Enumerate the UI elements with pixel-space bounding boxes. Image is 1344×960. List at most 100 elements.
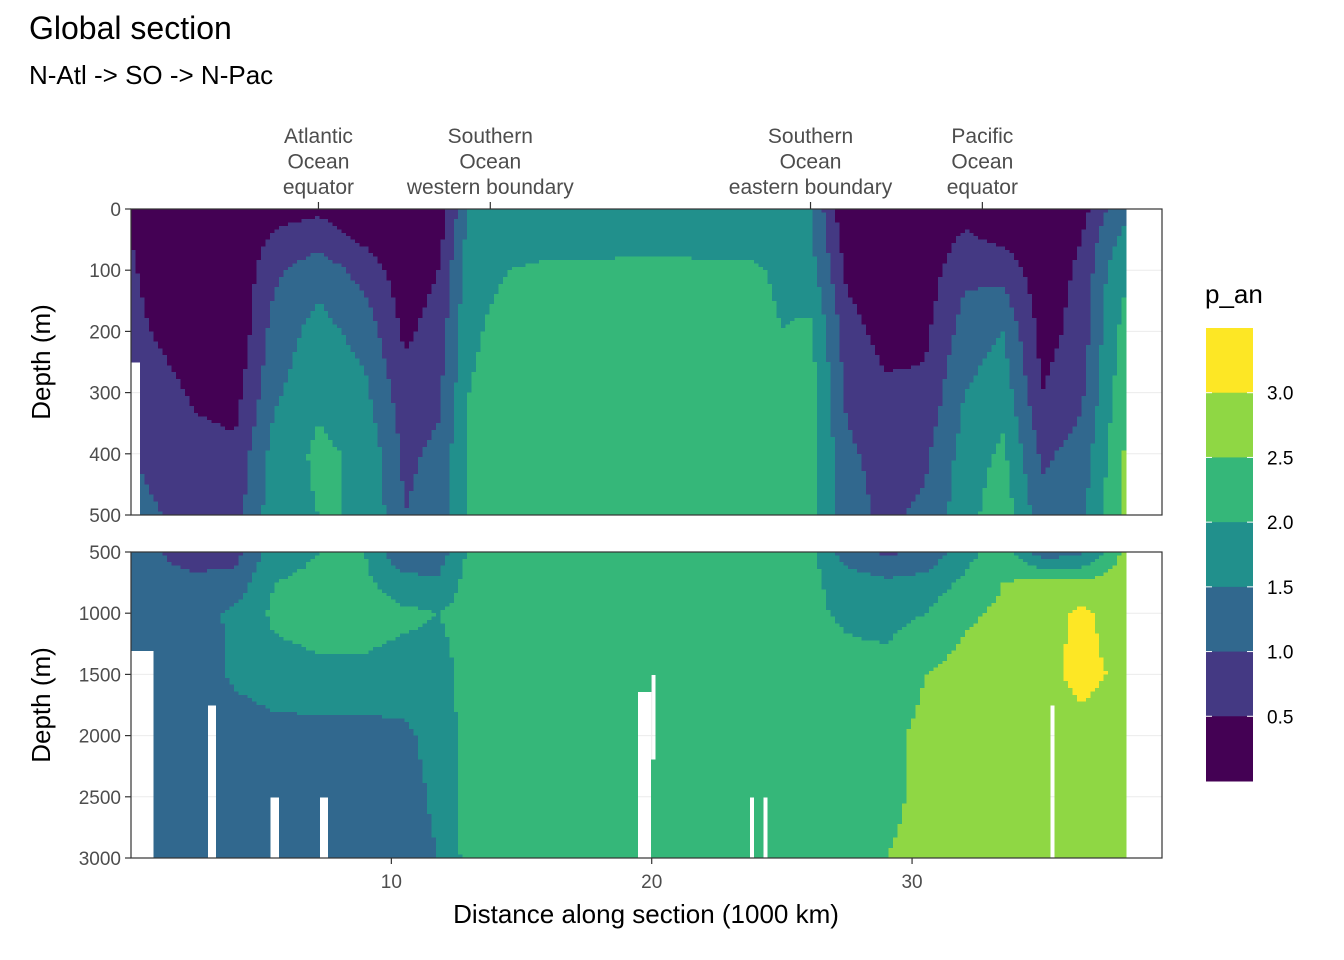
contour-cell	[301, 643, 383, 648]
contour-cell	[216, 810, 271, 815]
contour-cell	[395, 402, 441, 407]
contour-cell	[1018, 419, 1033, 424]
y-axis-title: Depth (m)	[26, 304, 56, 420]
contour-cell	[180, 379, 244, 383]
contour-cell	[225, 426, 235, 431]
contour-cell	[1067, 633, 1100, 638]
contour-cell	[265, 487, 311, 492]
contour-cell	[852, 430, 934, 434]
contour-cell	[902, 817, 1051, 822]
contour-cell	[247, 348, 267, 353]
contour-cell	[269, 620, 428, 624]
contour-cell	[144, 297, 253, 302]
contour-cell	[153, 728, 208, 733]
contour-cell	[467, 450, 818, 455]
contour-cell	[458, 793, 639, 798]
contour-cell	[458, 314, 486, 319]
contour-cell	[964, 396, 1015, 400]
contour-cell	[1032, 426, 1073, 431]
contour-cell	[386, 358, 446, 363]
contour-cell	[467, 392, 818, 397]
contour-cell	[655, 752, 908, 757]
contour-cell	[1036, 331, 1064, 336]
contour-cell	[821, 307, 836, 312]
contour-cell	[834, 494, 872, 499]
contour-cell	[946, 501, 984, 506]
contour-cell	[1076, 246, 1096, 251]
contour-cell	[247, 355, 267, 360]
contour-cell	[368, 297, 397, 302]
contour-cell	[444, 219, 455, 224]
contour-cell	[435, 273, 450, 278]
contour-cell	[906, 800, 1051, 805]
contour-cell	[839, 338, 872, 343]
contour-cell	[211, 419, 240, 424]
contour-cell	[1027, 501, 1087, 506]
region-label: Ocean	[780, 151, 842, 174]
contour-cell	[776, 304, 822, 309]
contour-cell	[1108, 450, 1123, 455]
contour-cell	[1032, 304, 1069, 309]
contour-cell	[910, 504, 948, 509]
contour-cell	[830, 409, 845, 414]
contour-cell	[382, 494, 406, 499]
contour-cell	[131, 226, 280, 230]
contour-cell	[650, 807, 751, 811]
contour-cell	[1103, 664, 1127, 669]
contour-cell	[422, 453, 450, 458]
contour-cell	[139, 392, 186, 397]
contour-cell	[834, 498, 872, 502]
contour-cell	[937, 416, 961, 421]
contour-cell	[162, 511, 244, 516]
contour-cell	[153, 800, 208, 805]
contour-cell	[247, 365, 262, 370]
contour-cell	[1103, 487, 1123, 492]
contour-cell	[131, 260, 137, 264]
contour-cell	[1023, 368, 1042, 373]
contour-cell	[1081, 232, 1100, 237]
contour-cell	[830, 609, 930, 614]
contour-cell	[449, 311, 459, 315]
contour-cell	[1112, 416, 1127, 421]
contour-cell	[1108, 470, 1123, 475]
contour-cell	[785, 324, 813, 329]
contour-cell	[278, 834, 320, 839]
contour-cell	[1099, 239, 1118, 244]
contour-cell	[650, 837, 751, 842]
contour-cell	[462, 294, 495, 298]
contour-cell	[346, 334, 379, 339]
contour-cell	[946, 368, 979, 373]
contour-cell	[252, 314, 271, 319]
contour-cell	[1090, 294, 1105, 298]
contour-cell	[265, 613, 437, 618]
contour-cell	[1014, 402, 1029, 407]
contour-cell	[1040, 362, 1051, 366]
contour-cell	[1036, 433, 1069, 438]
contour-cell	[256, 419, 276, 424]
contour-cell	[278, 813, 320, 818]
contour-cell	[933, 667, 1064, 672]
contour-cell	[834, 491, 867, 496]
contour-cell	[373, 317, 401, 322]
contour-cell	[458, 820, 639, 825]
contour-cell	[458, 304, 491, 309]
contour-cell	[1121, 453, 1127, 458]
contour-cell	[458, 813, 639, 818]
contour-cell	[144, 314, 253, 319]
contour-cell	[982, 358, 1011, 363]
contour-cell	[1067, 304, 1091, 309]
contour-cell	[650, 847, 751, 852]
contour-cell	[139, 365, 172, 370]
contour-cell	[444, 626, 845, 631]
contour-cell	[1121, 226, 1127, 230]
contour-cell	[978, 287, 1006, 292]
contour-cell	[269, 236, 352, 241]
contour-cell	[431, 817, 459, 822]
contour-cell	[996, 443, 1006, 448]
contour-cell	[207, 416, 240, 421]
contour-cell	[1045, 385, 1087, 390]
contour-cell	[467, 501, 818, 506]
contour-cell	[444, 331, 459, 336]
contour-cell	[314, 307, 325, 312]
contour-cell	[1094, 256, 1114, 261]
